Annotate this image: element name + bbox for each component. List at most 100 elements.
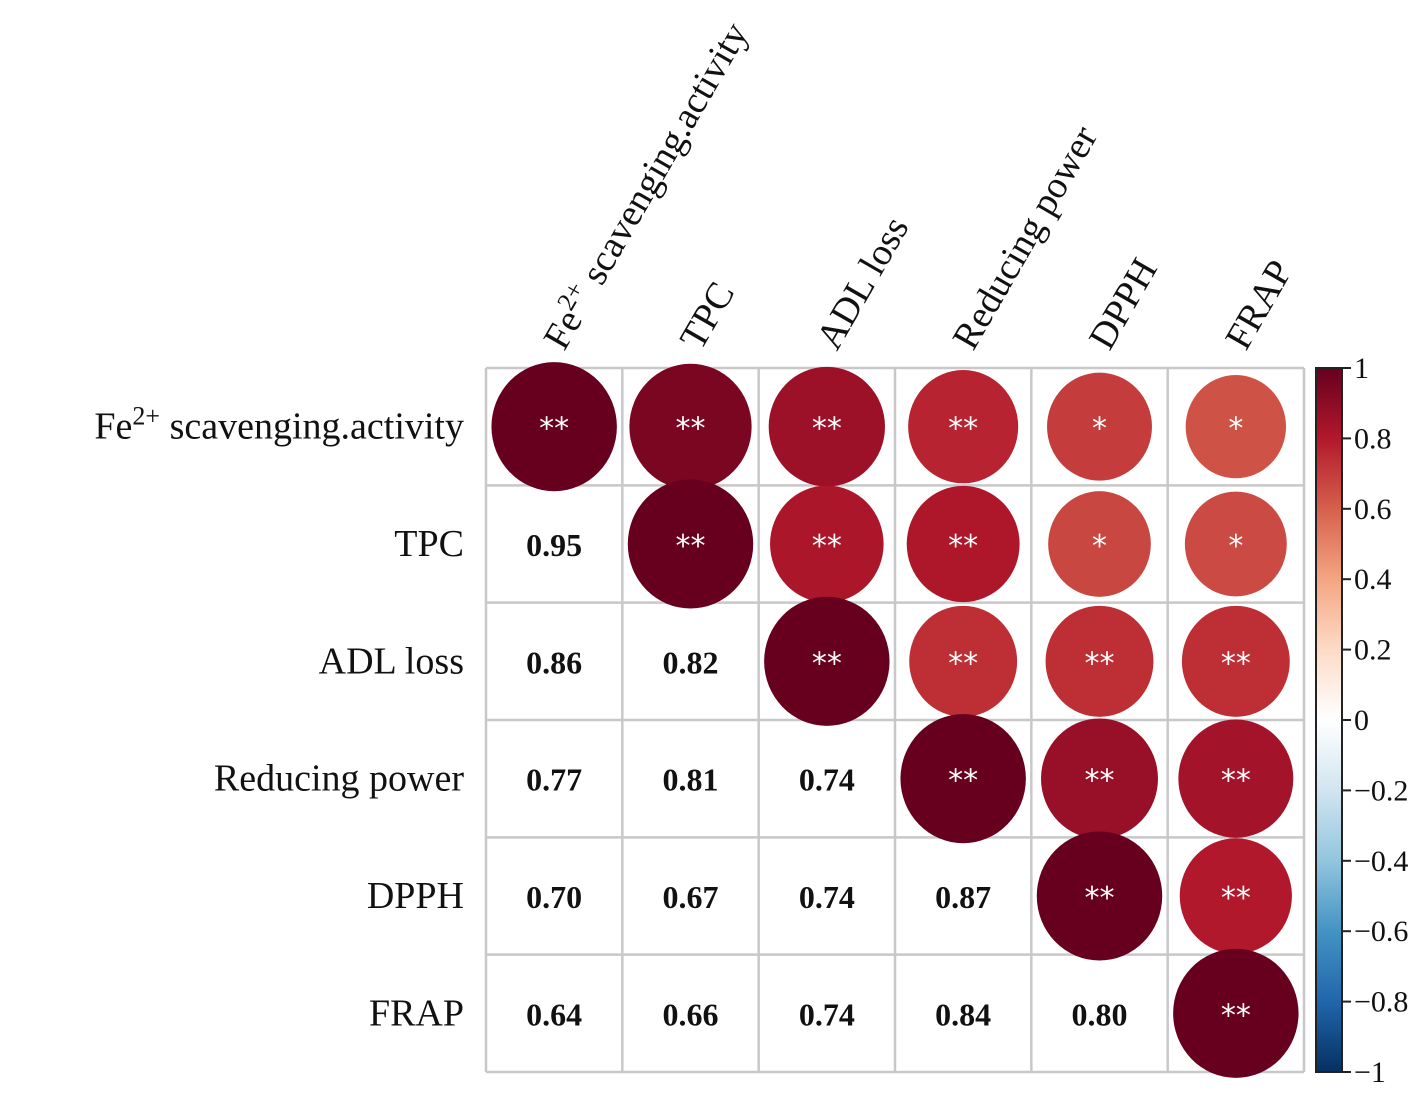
correlation-circle-1-2 bbox=[770, 485, 884, 603]
correlation-value-3-1: 0.81 bbox=[663, 762, 719, 798]
significance-marker-1-5: * bbox=[1228, 529, 1243, 564]
correlation-circle-2-4 bbox=[1045, 605, 1154, 717]
significance-marker-3-4: ** bbox=[1085, 764, 1115, 799]
significance-marker-4-4: ** bbox=[1085, 881, 1115, 916]
correlation-value-5-2: 0.74 bbox=[799, 996, 855, 1032]
correlation-circle-3-3 bbox=[900, 714, 1026, 844]
significance-marker-1-1: ** bbox=[676, 529, 706, 564]
label-rest: scavenging.activity bbox=[160, 406, 464, 448]
correlation-value-3-2: 0.74 bbox=[799, 762, 855, 798]
correlation-circle-1-5 bbox=[1184, 491, 1287, 597]
row-label-4: DPPH bbox=[367, 875, 464, 917]
correlation-value-5-4: 0.80 bbox=[1072, 996, 1128, 1032]
correlation-value-4-1: 0.67 bbox=[663, 879, 719, 915]
correlation-circle-1-3 bbox=[906, 485, 1020, 603]
colorbar-tick-label-10: −1 bbox=[1354, 1056, 1386, 1089]
label-base: FRAP bbox=[369, 992, 464, 1034]
correlation-value-4-0: 0.70 bbox=[526, 879, 582, 915]
column-label-5: FRAP bbox=[1217, 253, 1301, 356]
label-base: TPC bbox=[672, 275, 743, 356]
correlation-circle-2-3 bbox=[909, 605, 1018, 717]
correlation-circle-0-1 bbox=[629, 363, 752, 490]
correlation-circle-4-4 bbox=[1036, 831, 1163, 961]
colorbar-tick-label-5: 0 bbox=[1354, 704, 1369, 737]
significance-marker-0-2: ** bbox=[812, 412, 842, 447]
significance-marker-1-2: ** bbox=[812, 529, 842, 564]
significance-marker-2-5: ** bbox=[1221, 646, 1251, 681]
significance-marker-3-5: ** bbox=[1221, 764, 1251, 799]
colorbar-tick-label-8: −0.6 bbox=[1354, 915, 1408, 948]
label-base: ADL loss bbox=[319, 640, 464, 682]
correlation-circle-0-2 bbox=[768, 366, 885, 487]
correlation-circle-0-5 bbox=[1185, 375, 1287, 479]
matrix-grid bbox=[484, 366, 1306, 1074]
colorbar-gradient bbox=[1315, 367, 1343, 1073]
significance-marker-0-0: ** bbox=[539, 412, 569, 447]
colorbar-tick-label-3: 0.4 bbox=[1354, 563, 1392, 596]
label-superscript: 2+ bbox=[132, 402, 160, 431]
label-base: Reducing power bbox=[214, 758, 464, 800]
correlation-value-4-3: 0.87 bbox=[935, 879, 991, 915]
column-label-2: ADL loss bbox=[808, 210, 917, 357]
colorbar-tick-label-0: 1 bbox=[1354, 352, 1369, 385]
colorbar-tick-label-9: −0.8 bbox=[1354, 986, 1408, 1019]
significance-marker-3-3: ** bbox=[948, 764, 978, 799]
correlation-value-2-0: 0.86 bbox=[526, 644, 582, 680]
label-base: TPC bbox=[394, 523, 464, 565]
significance-marker-1-4: * bbox=[1092, 529, 1107, 564]
significance-marker-1-3: ** bbox=[948, 529, 978, 564]
colorbar-tick-label-2: 0.6 bbox=[1354, 493, 1392, 526]
significance-marker-2-2: ** bbox=[812, 646, 842, 681]
significance-marker-2-4: ** bbox=[1085, 646, 1115, 681]
row-labels: Fe2+ scavenging.activity TPC ADL loss Reduc… bbox=[94, 402, 464, 1035]
correlation-circle-3-5 bbox=[1178, 719, 1294, 838]
colorbar-tick-label-6: −0.2 bbox=[1354, 774, 1408, 807]
row-label-2: ADL loss bbox=[319, 640, 464, 682]
row-label-0: Fe2+ scavenging.activity bbox=[94, 402, 464, 448]
significance-marker-0-3: ** bbox=[948, 412, 978, 447]
label-base: DPPH bbox=[367, 875, 464, 917]
significance-marker-5-5: ** bbox=[1221, 998, 1251, 1033]
correlation-circle-0-4 bbox=[1047, 372, 1152, 481]
correlation-value-3-0: 0.77 bbox=[526, 762, 582, 798]
colorbar-tick-label-1: 0.8 bbox=[1354, 422, 1392, 455]
label-base: DPPH bbox=[1081, 251, 1166, 356]
correlation-circle-5-5 bbox=[1173, 948, 1299, 1078]
correlation-value-5-1: 0.66 bbox=[663, 996, 719, 1032]
column-label-4: DPPH bbox=[1081, 251, 1166, 356]
correlation-circle-2-2 bbox=[764, 596, 890, 726]
correlation-value-1-0: 0.95 bbox=[526, 527, 582, 563]
column-label-3: Reducing power bbox=[945, 119, 1107, 357]
correlation-value-5-0: 0.64 bbox=[526, 996, 582, 1032]
correlation-value-5-3: 0.84 bbox=[935, 996, 991, 1032]
correlation-circle-2-5 bbox=[1181, 605, 1290, 717]
correlation-circle-4-5 bbox=[1179, 838, 1292, 954]
colorbar-tick-label-7: −0.4 bbox=[1354, 845, 1408, 878]
row-label-1: TPC bbox=[394, 523, 464, 565]
row-label-3: Reducing power bbox=[214, 758, 464, 800]
correlation-circle-1-4 bbox=[1048, 491, 1151, 597]
row-label-5: FRAP bbox=[369, 992, 464, 1034]
significance-marker-0-4: * bbox=[1092, 412, 1107, 447]
significance-marker-4-5: ** bbox=[1221, 881, 1251, 916]
correlation-circle-3-4 bbox=[1041, 718, 1158, 839]
colorbar-tick-label-4: 0.2 bbox=[1354, 634, 1392, 667]
colorbar: 1 0.8 0.6 0.4 0.2 0 −0.2 −0.4 −0.6 −0.8 −1 bbox=[1315, 352, 1408, 1089]
label-rest: scavenging.activity bbox=[568, 15, 756, 299]
correlation-circle-1-1 bbox=[627, 479, 754, 609]
label-base: Reducing power bbox=[945, 119, 1107, 357]
matrix-cells: ** ** ** ** * *0.95 ** ** ** * *0.86 0.82 ** ** ** **0.… bbox=[491, 362, 1299, 1078]
correlation-value-4-2: 0.74 bbox=[799, 879, 855, 915]
correlation-value-2-1: 0.82 bbox=[663, 644, 719, 680]
significance-marker-0-5: * bbox=[1228, 412, 1243, 447]
column-label-1: TPC bbox=[672, 275, 743, 356]
correlation-circle-0-3 bbox=[908, 370, 1019, 484]
correlation-circle-0-0 bbox=[491, 362, 617, 492]
significance-marker-0-1: ** bbox=[676, 412, 706, 447]
significance-marker-2-3: ** bbox=[948, 646, 978, 681]
label-base: ADL loss bbox=[808, 210, 917, 357]
label-base: Fe bbox=[536, 303, 591, 357]
label-base: Fe bbox=[94, 406, 132, 448]
